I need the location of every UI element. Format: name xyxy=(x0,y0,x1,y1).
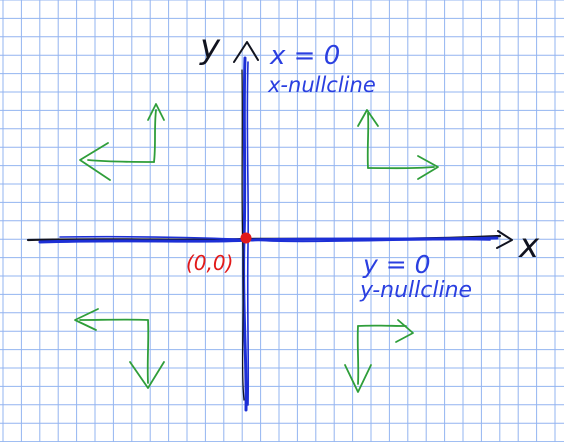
y-axis-line-blue-2 xyxy=(246,61,250,406)
direction-arrow-bottom-left xyxy=(74,308,165,389)
x-axis-line-blue-2 xyxy=(59,235,491,243)
direction-arrow-top-left xyxy=(79,103,165,181)
x-axis-label: x xyxy=(518,226,540,266)
direction-arrows xyxy=(74,103,439,393)
x-nullcline-name: x-nullcline xyxy=(267,73,376,97)
arrow-down-segment xyxy=(146,319,150,384)
y-axis-arrowhead xyxy=(233,41,259,63)
arrow-up-head xyxy=(147,103,165,121)
x-nullcline-equation: x = 0 xyxy=(269,41,340,71)
arrow-down-head xyxy=(344,364,372,393)
arrow-down-segment xyxy=(356,325,360,385)
arrow-left-head xyxy=(74,308,99,331)
arrow-up-segment xyxy=(366,112,370,169)
arrow-up-segment xyxy=(153,109,157,163)
arrow-right-segment xyxy=(367,166,435,170)
arrow-left-segment xyxy=(87,159,155,163)
y-axis-line-dark xyxy=(241,69,245,401)
origin-label: (0,0) xyxy=(186,251,233,275)
arrow-right-head xyxy=(395,319,414,343)
y-axis-label: y xyxy=(199,27,221,67)
arrow-left-head xyxy=(79,142,111,181)
y-nullcline-equation: y = 0 xyxy=(362,250,431,279)
x-axis-arrowhead xyxy=(496,230,513,249)
origin-point xyxy=(240,232,252,244)
direction-arrow-bottom-right xyxy=(344,319,414,393)
direction-arrow-top-right xyxy=(357,109,439,180)
arrow-right-head xyxy=(417,155,439,180)
arrow-down-head xyxy=(129,361,165,389)
y-nullcline-name: y-nullcline xyxy=(359,278,472,303)
arrow-up-head xyxy=(357,109,379,127)
